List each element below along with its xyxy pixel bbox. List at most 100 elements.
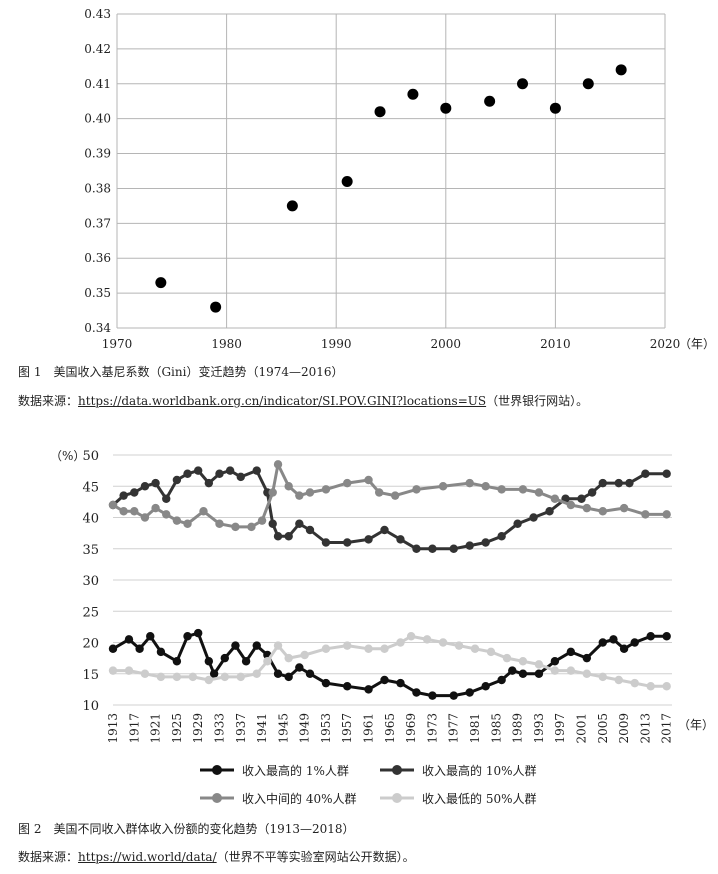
top-1-percent-data-point bbox=[380, 675, 389, 685]
figure-1-caption: 图 1 美国收入基尼系数（Gini）变迁趋势（1974—2016） bbox=[18, 365, 344, 379]
top-10-percent-data-point bbox=[225, 466, 235, 475]
bottom-50-percent-data-point bbox=[380, 644, 389, 653]
top-10-percent-data-point bbox=[513, 519, 522, 528]
x-tick-label: 1980 bbox=[211, 337, 242, 351]
top-10-percent-data-point bbox=[641, 469, 650, 478]
middle-40-percent-data-point bbox=[550, 494, 560, 503]
figure-2-source-link[interactable]: https://wid.world/data/ bbox=[78, 850, 217, 864]
x-tick-label: 1973 bbox=[425, 713, 439, 744]
figure-2-caption: 图 2 美国不同收入群体收入份额的变化趋势（1913—2018） bbox=[18, 822, 355, 836]
top-10-percent-data-point bbox=[130, 488, 139, 497]
bottom-50-percent-data-point bbox=[550, 666, 560, 675]
middle-40-percent-data-point bbox=[295, 491, 304, 500]
middle-40-percent-data-point bbox=[119, 507, 128, 516]
top-1-percent-data-point bbox=[598, 638, 607, 647]
top-10-percent-data-point bbox=[151, 478, 160, 488]
top-1-percent-data-point bbox=[209, 669, 219, 678]
legend-item-top-1-percent: 收入最高的 1%人群 bbox=[200, 763, 349, 778]
top-10-percent-data-point bbox=[343, 538, 352, 547]
bottom-50-percent-data-point bbox=[518, 657, 528, 666]
top-10-percent-data-point bbox=[273, 532, 283, 541]
figure-1-source-note: （世界银行网站）。 bbox=[486, 394, 589, 408]
middle-40-percent-data-point bbox=[172, 516, 182, 525]
y-tick-label: 10 bbox=[82, 699, 99, 714]
bottom-50-percent-data-point bbox=[396, 638, 405, 647]
top-1-percent-data-point bbox=[124, 635, 134, 644]
top-1-percent-data-point bbox=[172, 657, 182, 666]
middle-40-percent-data-point bbox=[305, 488, 315, 497]
top-10-percent-data-point bbox=[465, 541, 474, 550]
middle-40-percent-data-point bbox=[364, 475, 373, 485]
x-tick-label: 1945 bbox=[276, 713, 290, 744]
figure-1-source-link[interactable]: https://data.worldbank.org.cn/indicator/… bbox=[78, 394, 487, 408]
top-10-percent-data-point bbox=[587, 488, 597, 497]
top-10-percent-data-point bbox=[577, 494, 586, 503]
bottom-50-percent-data-point bbox=[614, 675, 623, 685]
bottom-50-percent-data-point bbox=[454, 641, 464, 650]
top-10-percent-data-point bbox=[364, 535, 373, 544]
top-1-percent-data-point bbox=[108, 644, 118, 653]
x-tick-label: 1941 bbox=[255, 713, 269, 744]
bottom-50-percent-data-point bbox=[534, 660, 544, 669]
top-1-percent-data-point bbox=[156, 647, 166, 657]
top-10-percent-data-point bbox=[662, 469, 671, 478]
bottom-50-percent-data-point bbox=[598, 672, 607, 682]
middle-40-percent-data-point bbox=[598, 507, 607, 516]
x-tick-label: 2001 bbox=[574, 713, 588, 744]
top-1-percent-data-point bbox=[231, 641, 240, 650]
x-tick-label: 2009 bbox=[617, 713, 631, 744]
middle-40-percent-data-point bbox=[390, 491, 400, 500]
bottom-50-percent-data-point bbox=[108, 666, 118, 675]
bottom-50-percent-data-point bbox=[470, 644, 480, 653]
x-tick-label: 1977 bbox=[447, 713, 461, 744]
middle-40-percent-data-point bbox=[566, 500, 576, 510]
x-tick-label: 1961 bbox=[362, 713, 376, 744]
gini-data-point bbox=[407, 88, 419, 100]
y-axis-unit-label: （%） bbox=[50, 449, 85, 463]
middle-40-percent-data-point bbox=[321, 485, 331, 494]
middle-40-percent-data-point bbox=[438, 482, 448, 491]
gini-data-point bbox=[517, 78, 529, 90]
top-10-percent-data-point bbox=[545, 507, 554, 516]
top-1-percent-data-point bbox=[146, 632, 155, 641]
top-10-percent-data-point bbox=[625, 478, 634, 488]
figure-2: 10 15 20 25 30 35 40 45 50 （%） 1913 1917 1921 1925 192… bbox=[0, 440, 718, 864]
bottom-50-percent-data-point bbox=[422, 635, 432, 644]
x-axis-unit-label: （年） bbox=[679, 337, 715, 351]
middle-40-percent-data-point bbox=[257, 516, 267, 525]
top-1-percent-data-point bbox=[284, 672, 293, 682]
middle-40-percent-data-point bbox=[151, 503, 160, 513]
top-10-percent-data-point bbox=[380, 525, 389, 535]
top-10-percent-data-point bbox=[529, 513, 538, 522]
bottom-50-percent-data-point bbox=[662, 682, 671, 691]
bottom-50-percent-data-point bbox=[204, 675, 214, 685]
bottom-50-percent-data-point bbox=[172, 672, 182, 682]
y-tick-label: 0.37 bbox=[84, 216, 111, 230]
top-1-percent-data-point bbox=[508, 666, 517, 675]
top-1-percent-data-point bbox=[321, 678, 331, 688]
top-10-percent-data-point bbox=[497, 532, 506, 541]
legend-label: 收入最低的 50%人群 bbox=[422, 791, 537, 806]
y-tick-label: 35 bbox=[82, 543, 99, 558]
y-tick-label: 25 bbox=[82, 605, 99, 620]
top-10-percent-data-point bbox=[204, 478, 214, 488]
y-tick-label: 40 bbox=[82, 512, 99, 527]
middle-40-percent-data-point bbox=[534, 488, 544, 497]
bottom-50-percent-data-point bbox=[406, 632, 416, 641]
bottom-50-percent-data-point bbox=[630, 678, 639, 688]
figure-2-source-note: （世界不平等实验室网站公开数据）。 bbox=[216, 850, 415, 864]
top-10-percent-data-point bbox=[236, 472, 245, 482]
bottom-50-percent-data-point bbox=[284, 653, 293, 663]
middle-40-percent-data-point bbox=[343, 478, 352, 488]
middle-40-percent-data-point bbox=[247, 522, 256, 532]
x-tick-label: 1997 bbox=[553, 713, 567, 744]
legend-item-bottom-50-percent: 收入最低的 50%人群 bbox=[380, 791, 537, 806]
top-1-percent-data-point bbox=[534, 669, 544, 678]
middle-40-percent-data-point bbox=[582, 503, 592, 513]
top-1-percent-data-point bbox=[193, 628, 203, 638]
middle-40-percent-data-point bbox=[412, 485, 421, 494]
middle-40-percent-data-point bbox=[619, 503, 629, 513]
top-1-percent-data-point bbox=[252, 641, 261, 650]
income-share-line-chart: 10 15 20 25 30 35 40 45 50（%） 1913 1917 1921 1925 192… bbox=[50, 449, 714, 806]
gini-scatter-chart: 0.34 0.35 0.36 0.37 0.38 0.39 0.40 0.41 0.42 0.43… bbox=[84, 7, 715, 351]
